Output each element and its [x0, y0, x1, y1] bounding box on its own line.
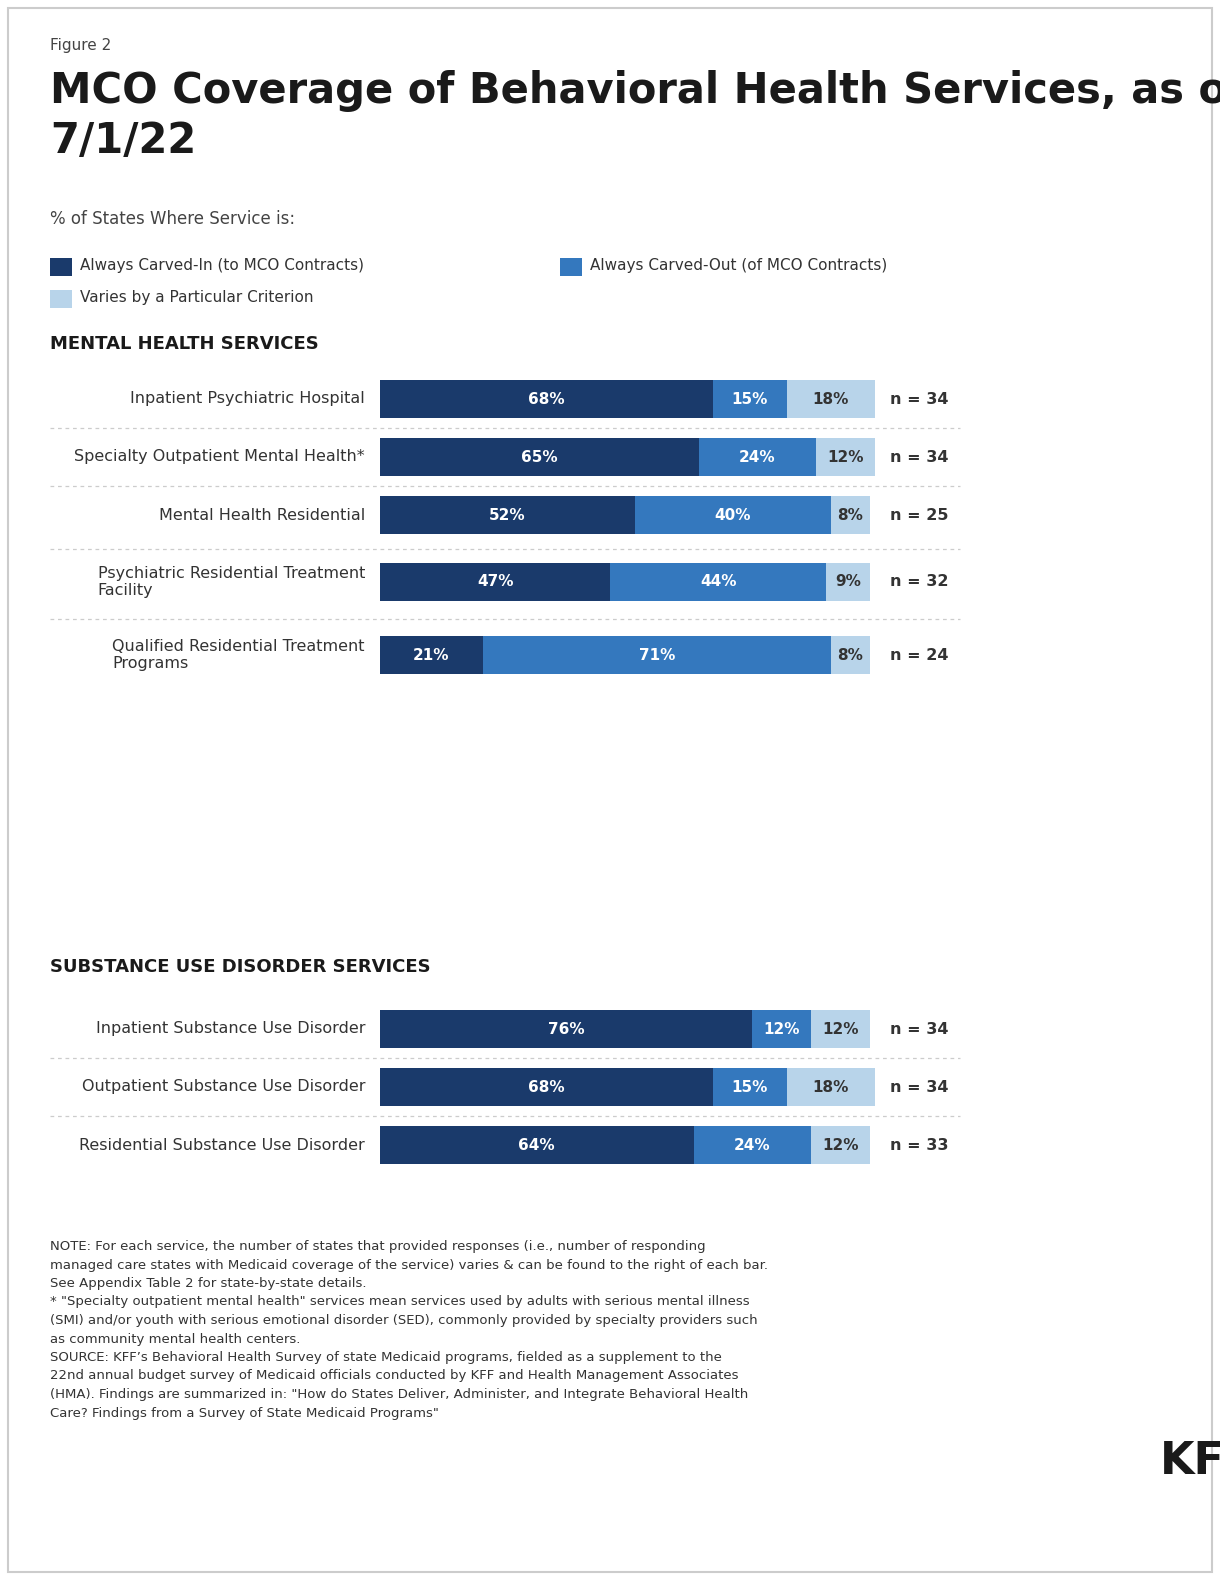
Text: 65%: 65%	[521, 449, 558, 465]
Text: 71%: 71%	[638, 648, 675, 662]
Bar	[50, 258, 72, 276]
Text: n = 25: n = 25	[891, 507, 948, 523]
Text: 40%: 40%	[715, 507, 752, 523]
Bar	[787, 381, 875, 419]
Text: 24%: 24%	[734, 1138, 771, 1152]
Bar	[634, 496, 831, 534]
Text: Mental Health Residential: Mental Health Residential	[159, 507, 365, 523]
Bar	[379, 562, 610, 600]
Text: 76%: 76%	[548, 1022, 584, 1036]
Bar	[560, 258, 582, 276]
Bar	[699, 438, 816, 476]
Bar	[714, 381, 787, 419]
Text: n = 34: n = 34	[891, 1022, 948, 1036]
Text: 52%: 52%	[489, 507, 526, 523]
Text: Outpatient Substance Use Disorder: Outpatient Substance Use Disorder	[82, 1079, 365, 1095]
Text: 44%: 44%	[700, 575, 737, 589]
Text: 15%: 15%	[732, 1079, 769, 1095]
Text: 15%: 15%	[732, 392, 769, 406]
Text: Inpatient Psychiatric Hospital: Inpatient Psychiatric Hospital	[131, 392, 365, 406]
Text: KFF: KFF	[1160, 1439, 1220, 1484]
Bar	[379, 438, 699, 476]
Bar	[379, 1010, 753, 1048]
Bar	[610, 562, 826, 600]
Text: NOTE: For each service, the number of states that provided responses (i.e., numb: NOTE: For each service, the number of st…	[50, 1240, 769, 1419]
Bar	[483, 637, 831, 675]
Text: n = 34: n = 34	[891, 392, 948, 406]
Text: Psychiatric Residential Treatment
Facility: Psychiatric Residential Treatment Facili…	[98, 566, 365, 599]
Text: Residential Substance Use Disorder: Residential Substance Use Disorder	[79, 1138, 365, 1152]
Text: 7/1/22: 7/1/22	[50, 120, 196, 163]
Bar	[694, 1127, 811, 1164]
Text: Specialty Outpatient Mental Health*: Specialty Outpatient Mental Health*	[74, 449, 365, 465]
Text: n = 32: n = 32	[891, 575, 948, 589]
Text: 18%: 18%	[813, 392, 849, 406]
Text: 21%: 21%	[414, 648, 450, 662]
Bar	[714, 1068, 787, 1106]
Text: n = 34: n = 34	[891, 449, 948, 465]
Text: 8%: 8%	[837, 648, 864, 662]
Text: Inpatient Substance Use Disorder: Inpatient Substance Use Disorder	[95, 1022, 365, 1036]
Bar	[811, 1127, 870, 1164]
Text: 18%: 18%	[813, 1079, 849, 1095]
Text: Always Carved-In (to MCO Contracts): Always Carved-In (to MCO Contracts)	[81, 258, 364, 273]
Text: 47%: 47%	[477, 575, 514, 589]
Bar	[826, 562, 870, 600]
Text: 8%: 8%	[837, 507, 864, 523]
Text: % of States Where Service is:: % of States Where Service is:	[50, 210, 295, 228]
Text: 12%: 12%	[764, 1022, 800, 1036]
Text: 24%: 24%	[739, 449, 776, 465]
Text: 68%: 68%	[528, 392, 565, 406]
Text: n = 34: n = 34	[891, 1079, 948, 1095]
Bar	[811, 1010, 870, 1048]
Text: MENTAL HEALTH SERVICES: MENTAL HEALTH SERVICES	[50, 335, 318, 352]
Text: 68%: 68%	[528, 1079, 565, 1095]
Bar	[379, 381, 714, 419]
Bar	[379, 1068, 714, 1106]
Text: n = 33: n = 33	[891, 1138, 948, 1152]
Text: Always Carved-Out (of MCO Contracts): Always Carved-Out (of MCO Contracts)	[590, 258, 887, 273]
Text: 64%: 64%	[518, 1138, 555, 1152]
Bar	[787, 1068, 875, 1106]
Bar	[379, 637, 483, 675]
Bar	[379, 1127, 694, 1164]
Bar	[816, 438, 875, 476]
Text: 9%: 9%	[834, 575, 861, 589]
Text: 12%: 12%	[822, 1138, 859, 1152]
Bar	[831, 637, 870, 675]
Text: MCO Coverage of Behavioral Health Services, as of: MCO Coverage of Behavioral Health Servic…	[50, 70, 1220, 112]
Text: 12%: 12%	[822, 1022, 859, 1036]
Bar	[753, 1010, 811, 1048]
Bar	[831, 496, 870, 534]
Text: SUBSTANCE USE DISORDER SERVICES: SUBSTANCE USE DISORDER SERVICES	[50, 957, 431, 976]
Bar	[379, 496, 634, 534]
Text: 12%: 12%	[827, 449, 864, 465]
Text: Qualified Residential Treatment
Programs: Qualified Residential Treatment Programs	[112, 638, 365, 672]
Text: Figure 2: Figure 2	[50, 38, 111, 54]
Text: Varies by a Particular Criterion: Varies by a Particular Criterion	[81, 291, 314, 305]
Bar	[50, 291, 72, 308]
Text: n = 24: n = 24	[891, 648, 948, 662]
